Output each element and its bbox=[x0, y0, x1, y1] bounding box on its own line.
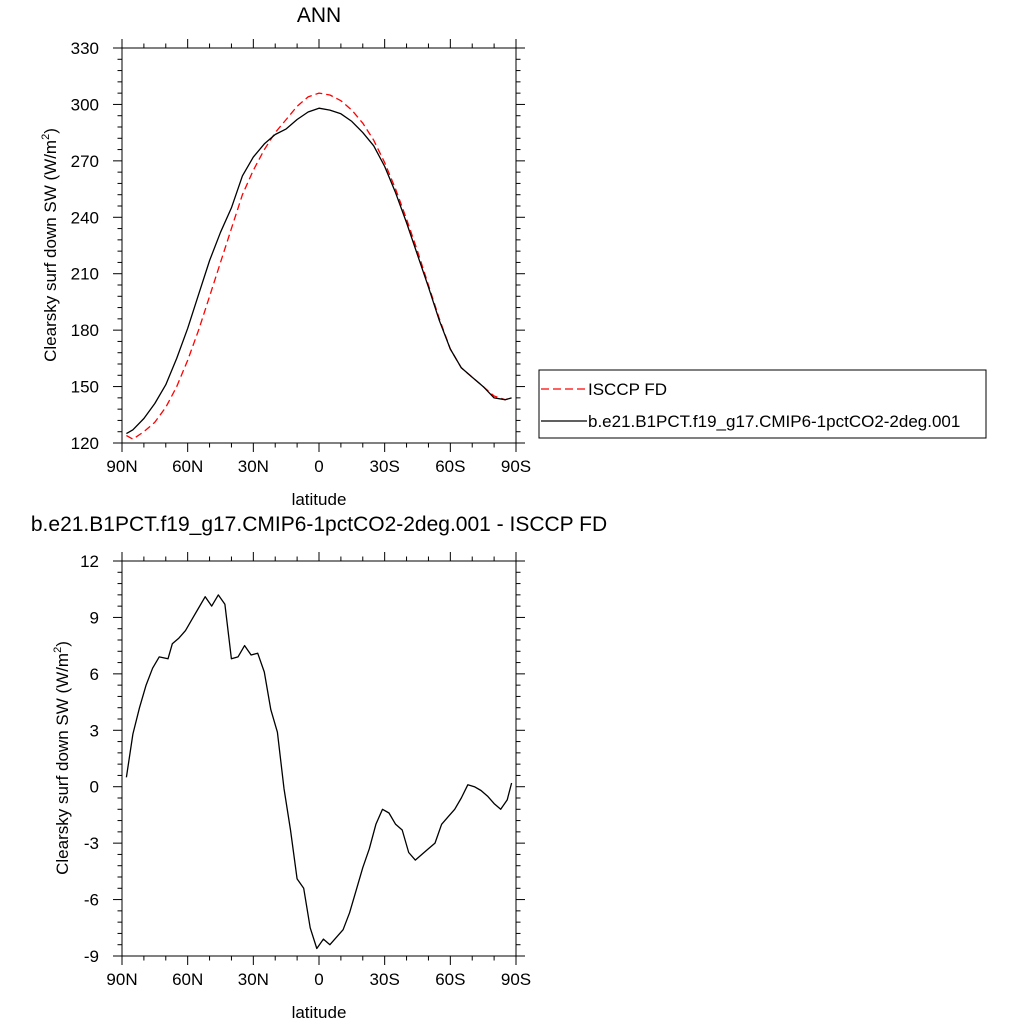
chart-top-ytick-label: 210 bbox=[71, 265, 99, 284]
chart-top-ytick-label: 300 bbox=[71, 95, 99, 114]
chart-bottom-ytick-label: 0 bbox=[90, 778, 99, 797]
chart-bottom-ticks: 90N 60N 30N 0 30S 60S 90S -9 -6 -3 0 3 6 9 12 bbox=[80, 552, 531, 989]
chart-top-xlabel: latitude bbox=[292, 490, 347, 509]
chart-bottom-xtick-label: 0 bbox=[314, 970, 323, 989]
chart-top-xtick-label: 60S bbox=[435, 457, 465, 476]
chart-bottom-ylabel-main: Clearsky surf down SW (W/m bbox=[53, 653, 72, 875]
chart-top-ylabel-main: Clearsky surf down SW (W/m bbox=[41, 140, 60, 362]
legend-box bbox=[538, 369, 987, 439]
chart-top-series-group bbox=[126, 92, 512, 440]
chart-bottom-xtick-label: 30S bbox=[370, 970, 400, 989]
chart-bottom-ytick-label: -9 bbox=[84, 947, 99, 966]
chart-top-title: ANN bbox=[297, 4, 341, 27]
chart-top-ylabel: Clearsky surf down SW (W/m2) bbox=[40, 128, 60, 362]
chart-bottom-ylabel-sup: 2 bbox=[52, 647, 64, 653]
chart-bottom-frame bbox=[121, 560, 517, 957]
chart-bottom-ylabel-close: ) bbox=[53, 641, 72, 647]
chart-bottom-ytick-label: -6 bbox=[84, 891, 99, 910]
chart-bottom-xtick-label: 90S bbox=[501, 970, 531, 989]
chart-bottom-xtick-label: 60N bbox=[172, 970, 203, 989]
chart-bottom-ylabel: Clearsky surf down SW (W/m2) bbox=[52, 641, 72, 875]
legend-label-isccp: ISCCP FD bbox=[588, 380, 667, 399]
chart-bottom-ytick-label: 3 bbox=[90, 721, 99, 740]
chart-top-ylabel-sup: 2 bbox=[40, 134, 52, 140]
chart-bottom-series-0-line bbox=[125, 594, 513, 950]
chart-bottom-xtick-label: 30N bbox=[238, 970, 269, 989]
chart-bottom-ytick-label: 6 bbox=[90, 665, 99, 684]
chart-top-xtick-label: 90N bbox=[106, 457, 137, 476]
chart-top-ticks: 90N 60N 30N 0 30S 60S 90S 120 150 180 210 240 270 300… bbox=[71, 39, 531, 476]
chart-bottom-ytick-label: -3 bbox=[84, 834, 99, 853]
chart-top-ylabel-close: ) bbox=[41, 128, 60, 134]
chart-top-ytick-label: 330 bbox=[71, 39, 99, 58]
chart-top-xtick-label: 60N bbox=[172, 457, 203, 476]
legend: ISCCP FD b.e21.B1PCT.f19_g17.CMIP6-1pctC… bbox=[538, 369, 987, 439]
chart-bottom-series-group bbox=[125, 594, 513, 950]
chart-top-ytick-label: 270 bbox=[71, 152, 99, 171]
chart-top-ytick-label: 240 bbox=[71, 208, 99, 227]
chart-bottom-xtick-label: 60S bbox=[435, 970, 465, 989]
chart-bottom-xtick-label: 90N bbox=[106, 970, 137, 989]
chart-bottom: b.e21.B1PCT.f19_g17.CMIP6-1pctCO2-2deg.0… bbox=[31, 513, 607, 1022]
chart-top-series-1-line bbox=[126, 107, 512, 435]
chart-bottom-xlabel: latitude bbox=[292, 1003, 347, 1022]
chart-top-ytick-label: 150 bbox=[71, 378, 99, 397]
chart-bottom-ytick-label: 9 bbox=[90, 608, 99, 627]
chart-top-ytick-label: 120 bbox=[71, 434, 99, 453]
chart-top-frame bbox=[121, 47, 517, 444]
legend-label-model: b.e21.B1PCT.f19_g17.CMIP6-1pctCO2-2deg.0… bbox=[588, 412, 960, 431]
chart-top-xtick-label: 0 bbox=[314, 457, 323, 476]
chart-top-xtick-label: 90S bbox=[501, 457, 531, 476]
chart-bottom-title: b.e21.B1PCT.f19_g17.CMIP6-1pctCO2-2deg.0… bbox=[31, 513, 607, 536]
chart-top: ANN 90N 60N 30N 0 30S 60S 90S 120 150 180 210 240 27… bbox=[40, 4, 987, 509]
chart-top-xtick-label: 30N bbox=[238, 457, 269, 476]
chart-top-xtick-label: 30S bbox=[370, 457, 400, 476]
chart-bottom-ytick-label: 12 bbox=[80, 552, 99, 571]
chart-top-series-0-line bbox=[126, 92, 512, 440]
chart-top-ytick-label: 180 bbox=[71, 321, 99, 340]
